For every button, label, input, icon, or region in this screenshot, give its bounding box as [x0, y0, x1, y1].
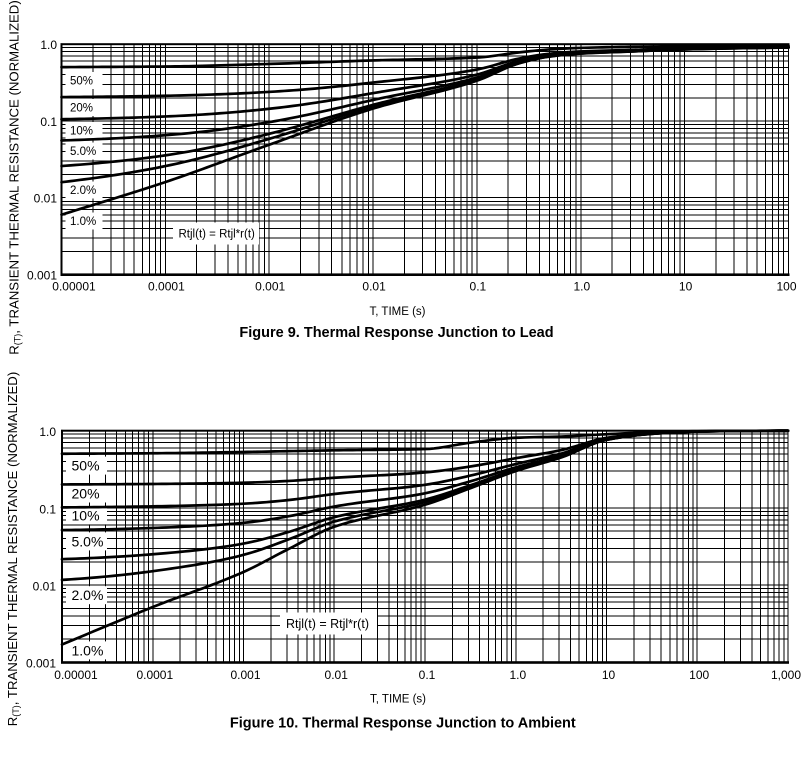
svg-text:20%: 20% [72, 486, 100, 502]
svg-text:R(T), TRANSIENT THERMAL RESIST: R(T), TRANSIENT THERMAL RESISTANCE (NORM… [7, 0, 23, 354]
svg-text:Figure 9. Thermal Response Jun: Figure 9. Thermal Response Junction to L… [239, 325, 553, 341]
svg-text:T, TIME (s): T, TIME (s) [369, 306, 425, 318]
svg-text:T, TIME (s): T, TIME (s) [370, 694, 426, 706]
svg-text:20%: 20% [70, 103, 93, 115]
svg-text:1.0: 1.0 [40, 38, 57, 52]
svg-text:10: 10 [679, 280, 693, 294]
svg-text:Rtjl(t) = Rtjl*r(t): Rtjl(t) = Rtjl*r(t) [179, 229, 256, 241]
svg-text:0.001: 0.001 [255, 280, 285, 294]
svg-text:Figure 10. Thermal Response Ju: Figure 10. Thermal Response Junction to … [230, 716, 576, 732]
svg-text:0.01: 0.01 [325, 668, 349, 682]
svg-text:10%: 10% [72, 507, 100, 523]
svg-text:1.0: 1.0 [509, 668, 526, 682]
svg-text:1.0%: 1.0% [70, 216, 96, 228]
svg-text:5.0%: 5.0% [72, 533, 104, 549]
svg-text:10: 10 [602, 668, 616, 682]
svg-text:0.1: 0.1 [40, 115, 57, 129]
svg-text:0.001: 0.001 [230, 668, 260, 682]
svg-text:0.1: 0.1 [419, 668, 436, 682]
svg-text:1.0%: 1.0% [72, 642, 104, 658]
svg-text:0.01: 0.01 [33, 580, 57, 594]
svg-text:50%: 50% [70, 76, 93, 88]
svg-text:5.0%: 5.0% [70, 146, 96, 158]
svg-text:10%: 10% [70, 126, 93, 138]
svg-text:100: 100 [776, 280, 796, 294]
svg-text:R(T), TRANSIENT THERMAL RESIST: R(T), TRANSIENT THERMAL RESISTANCE (NORM… [5, 372, 21, 726]
svg-text:0.1: 0.1 [470, 280, 487, 294]
svg-text:0.01: 0.01 [362, 280, 386, 294]
svg-text:1.0: 1.0 [39, 425, 56, 439]
svg-text:0.0001: 0.0001 [148, 280, 185, 294]
svg-text:1.0: 1.0 [573, 280, 590, 294]
svg-text:2.0%: 2.0% [70, 185, 96, 197]
svg-text:100: 100 [689, 668, 709, 682]
svg-text:0.001: 0.001 [27, 269, 57, 283]
svg-text:50%: 50% [72, 458, 100, 474]
svg-text:1,000: 1,000 [771, 668, 801, 682]
svg-text:2.0%: 2.0% [72, 587, 104, 603]
svg-text:0.00001: 0.00001 [52, 280, 96, 294]
svg-text:0.0001: 0.0001 [136, 668, 173, 682]
svg-text:0.001: 0.001 [26, 657, 56, 671]
svg-text:0.00001: 0.00001 [54, 668, 98, 682]
svg-text:0.01: 0.01 [34, 192, 58, 206]
svg-text:Rtjl(t) = Rtjl*r(t): Rtjl(t) = Rtjl*r(t) [286, 617, 369, 631]
svg-text:0.1: 0.1 [39, 502, 56, 516]
